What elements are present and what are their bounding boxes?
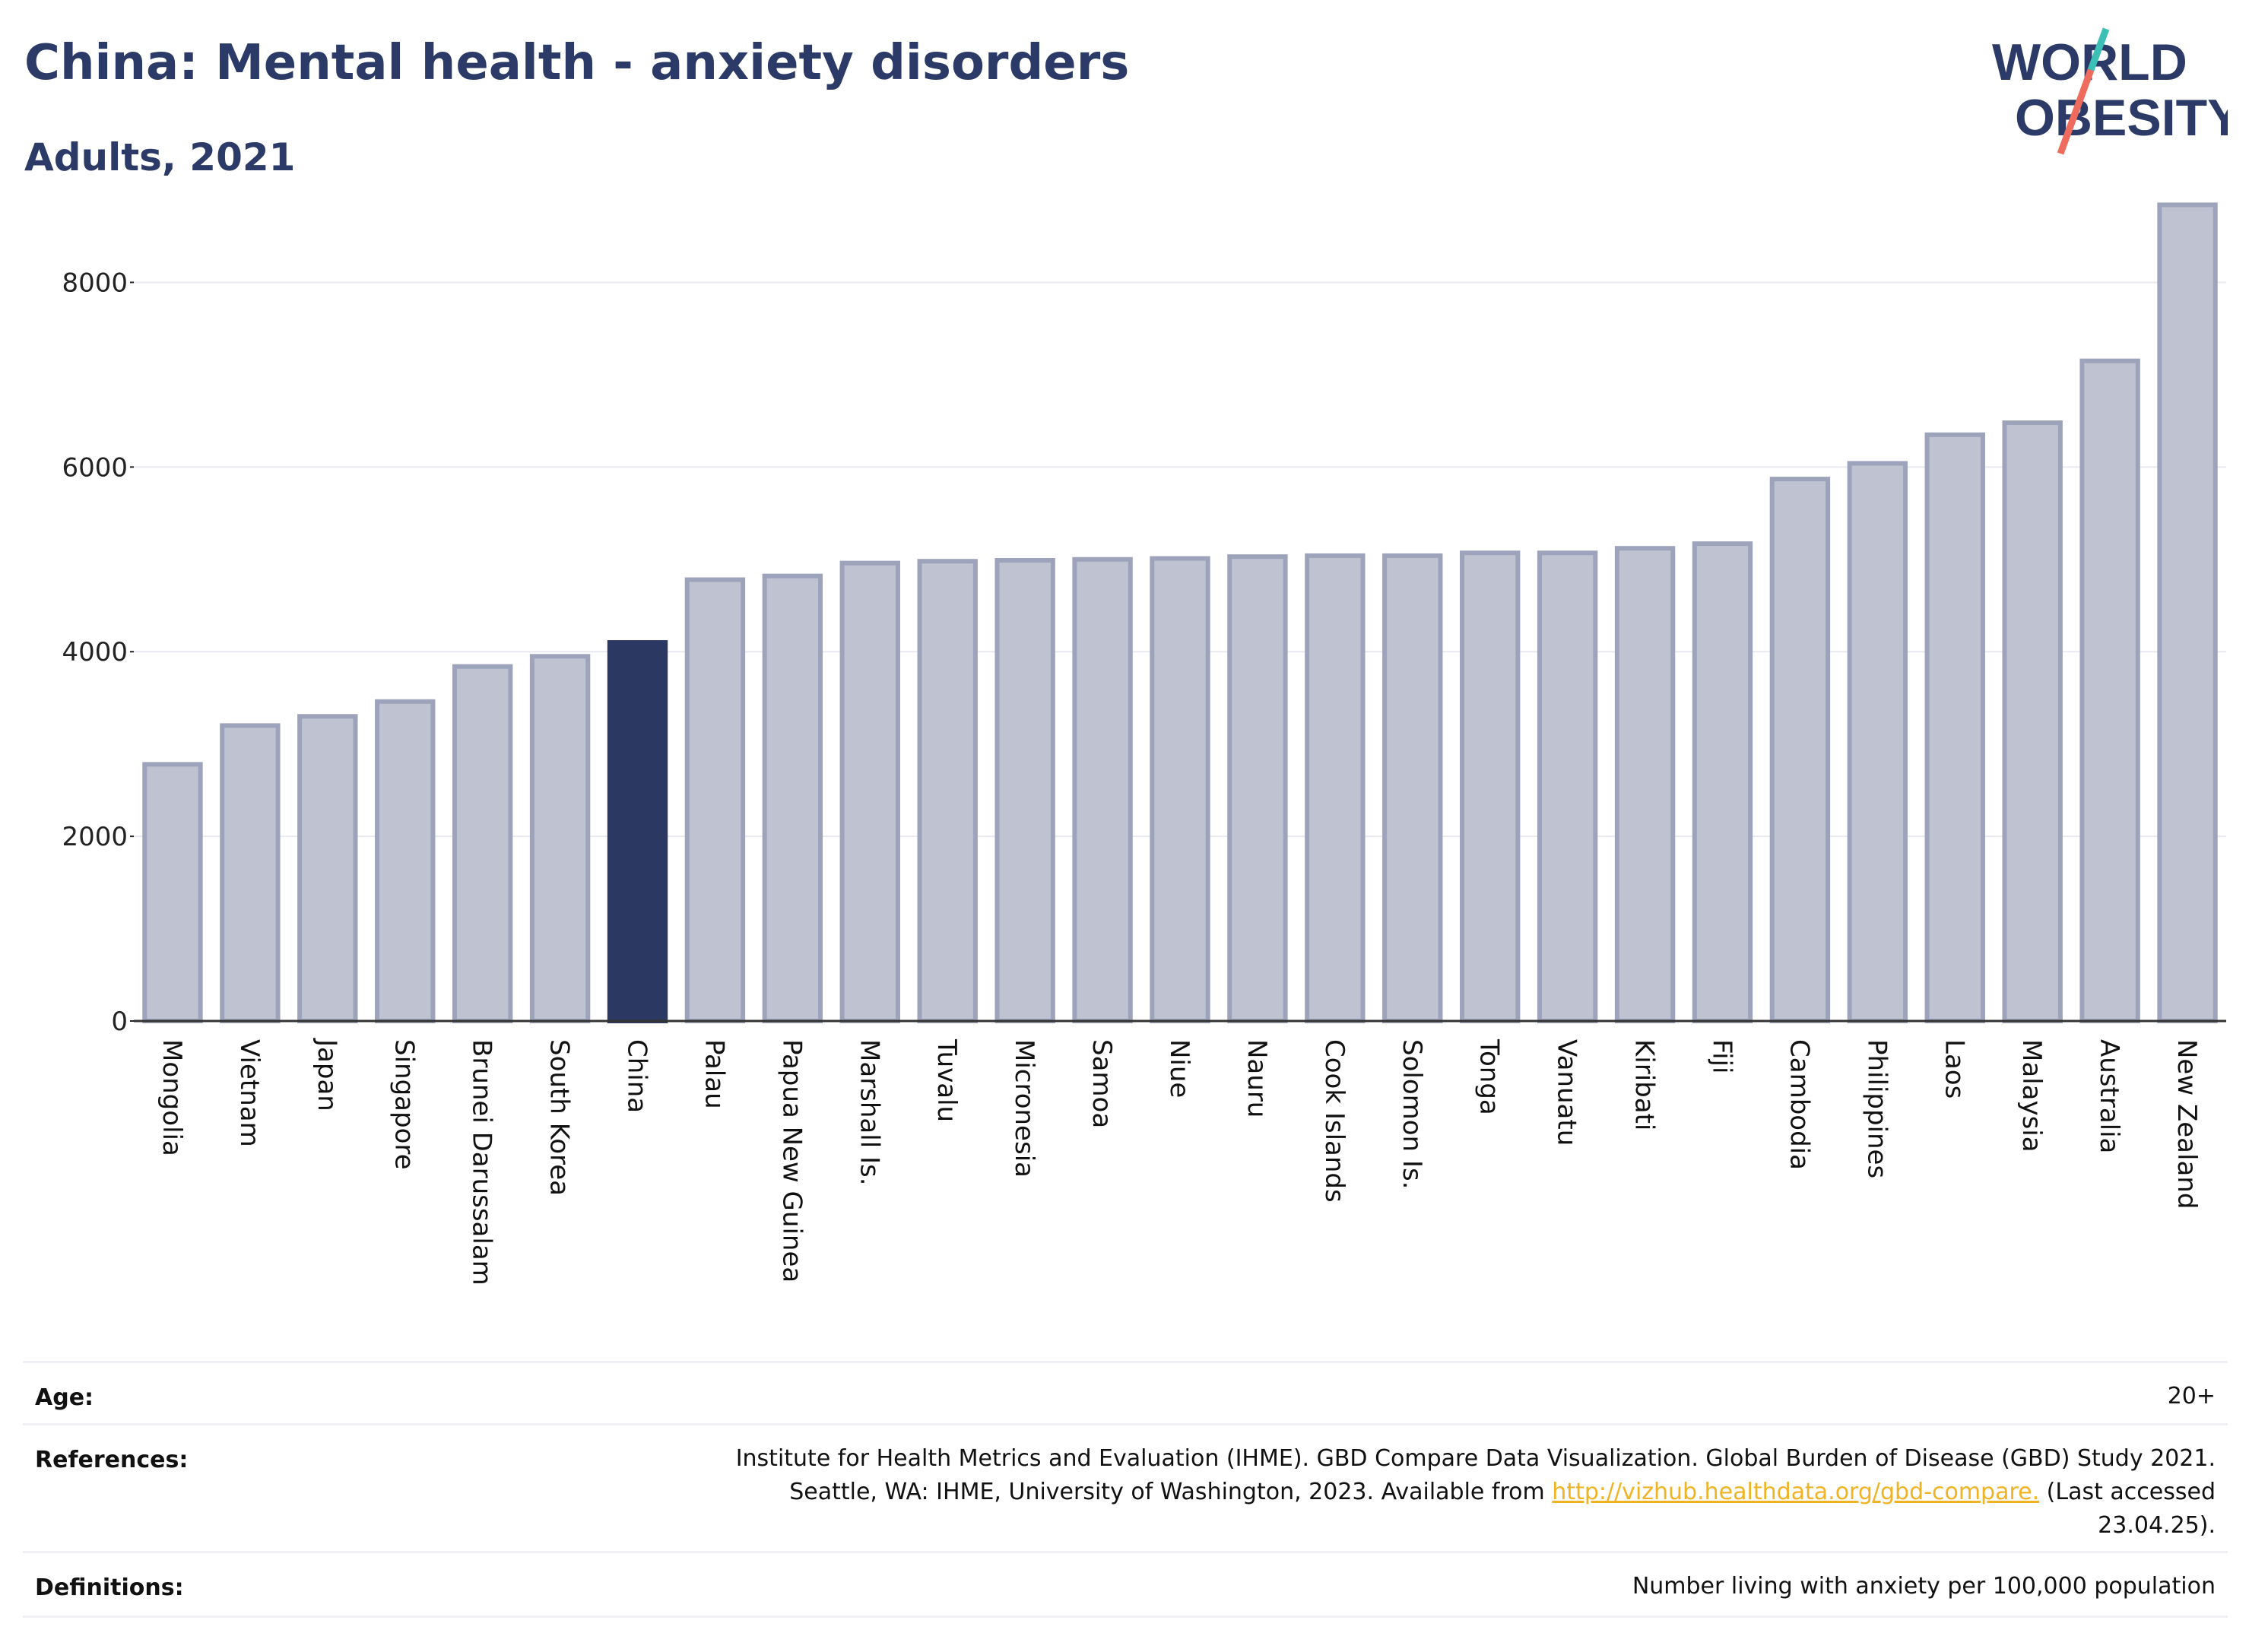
x-tick-label: Samoa	[1086, 1039, 1117, 1128]
x-tick-label: Singapore	[389, 1039, 420, 1170]
x-tick-label: Palau	[699, 1039, 729, 1109]
x-tick-label: Mongolia	[157, 1039, 187, 1156]
bar-new-zealand	[2157, 202, 2218, 1023]
y-tick-label: 4000	[62, 637, 128, 667]
bar-solomon-is-	[1382, 553, 1443, 1023]
references-link[interactable]: http://vizhub.healthdata.org/gbd-compare…	[1552, 1479, 2040, 1505]
x-tick-label: Cook Islands	[1319, 1039, 1350, 1203]
y-tick-label: 8000	[62, 268, 128, 298]
bar-tuvalu	[917, 559, 978, 1023]
bar-cambodia	[1769, 477, 1831, 1023]
bar-australia	[2079, 358, 2140, 1023]
references-row: References: Institute for Health Metrics…	[23, 1423, 2228, 1552]
age-label: Age:	[35, 1384, 94, 1411]
bar-papua-new-guinea	[762, 573, 823, 1023]
bar-south-korea	[529, 654, 591, 1023]
x-tick-label: Philippines	[1861, 1039, 1892, 1178]
bar-nauru	[1227, 554, 1288, 1023]
bar-vietnam	[220, 723, 281, 1024]
bar-marshall-is-	[839, 560, 900, 1023]
x-tick-label: South Korea	[544, 1039, 575, 1196]
definitions-value: Number living with anxiety per 100,000 p…	[1632, 1573, 2216, 1600]
definitions-label: Definitions:	[35, 1574, 184, 1601]
references-line-1: Institute for Health Metrics and Evaluat…	[735, 1445, 2216, 1472]
x-tick-label: Nauru	[1242, 1039, 1272, 1118]
x-tick-label: Vietnam	[234, 1039, 265, 1147]
bar-samoa	[1072, 556, 1133, 1023]
x-tick-label: Japan	[312, 1038, 342, 1111]
x-tick-label: Cambodia	[1784, 1039, 1814, 1170]
bar-fiji	[1692, 541, 1753, 1023]
bar-tonga	[1460, 550, 1521, 1023]
chart-subtitle: Adults, 2021	[24, 135, 296, 179]
logo-slash-teal	[2087, 27, 2110, 71]
chart-title: China: Mental health - anxiety disorders	[24, 35, 1130, 91]
world-obesity-logo: WORLD OBESITY	[1992, 27, 2228, 155]
x-tick-label: China	[622, 1039, 652, 1113]
references-line-2-pre: Seattle, WA: IHME, University of Washing…	[789, 1479, 1553, 1505]
bar-chart: 0 2000 4000 6000 8000 Mongolia Vietnam Japan Sin…	[62, 202, 2226, 1286]
references-line-3: 23.04.25).	[2098, 1512, 2216, 1539]
bar-micronesia	[994, 557, 1055, 1023]
bar-singapore	[375, 699, 436, 1024]
x-tick-label: Tonga	[1474, 1038, 1505, 1115]
bar-laos	[1924, 432, 1985, 1023]
x-tick-label: Brunei Darussalam	[467, 1039, 497, 1286]
x-tick-label: Tuvalu	[931, 1038, 962, 1122]
x-tick-label: Solomon Is.	[1397, 1039, 1427, 1189]
y-tick-label: 2000	[62, 822, 128, 852]
bars	[142, 202, 2218, 1024]
logo-text-obesity: OBESITY	[2015, 89, 2228, 147]
x-tick-label: Marshall Is.	[854, 1039, 884, 1186]
axes: 0 2000 4000 6000 8000 Mongolia Vietnam Japan Sin…	[62, 268, 2226, 1286]
bar-china	[607, 640, 668, 1023]
x-tick-label: Vanuatu	[1552, 1039, 1582, 1146]
bar-malaysia	[2002, 420, 2063, 1023]
bar-kiribati	[1614, 546, 1676, 1023]
x-tick-label: Kiribati	[1629, 1039, 1660, 1130]
definitions-row: Definitions: Number living with anxiety …	[23, 1551, 2228, 1618]
x-tick-label: Micronesia	[1009, 1039, 1039, 1178]
x-tick-label: Malaysia	[2016, 1039, 2047, 1153]
bar-palau	[684, 577, 746, 1023]
age-value: 20+	[2167, 1383, 2216, 1409]
references-line-2: Seattle, WA: IHME, University of Washing…	[736, 1476, 2216, 1509]
x-tick-label: New Zealand	[2171, 1039, 2202, 1209]
x-tick-label: Niue	[1164, 1039, 1194, 1098]
x-tick-label: Papua New Guinea	[776, 1039, 807, 1283]
bar-vanuatu	[1537, 550, 1598, 1023]
references-text: Institute for Health Metrics and Evaluat…	[736, 1442, 2216, 1543]
bar-niue	[1150, 556, 1210, 1023]
bar-brunei-darussalam	[452, 664, 513, 1023]
bar-japan	[297, 714, 358, 1023]
x-tick-label: Australia	[2094, 1039, 2124, 1153]
x-tick-label: Fiji	[1706, 1039, 1737, 1073]
bar-cook-islands	[1305, 553, 1366, 1023]
references-line-2-post: (Last accessed	[2039, 1479, 2216, 1505]
age-row: Age: 20+	[23, 1361, 2228, 1424]
logo-slash-coral	[2057, 68, 2095, 155]
y-tick-label: 6000	[62, 452, 128, 483]
y-tick-label: 0	[111, 1007, 128, 1037]
x-tick-label: Laos	[1939, 1039, 1969, 1099]
bar-philippines	[1847, 461, 1908, 1023]
bar-mongolia	[142, 762, 203, 1024]
references-label: References:	[35, 1447, 189, 1473]
